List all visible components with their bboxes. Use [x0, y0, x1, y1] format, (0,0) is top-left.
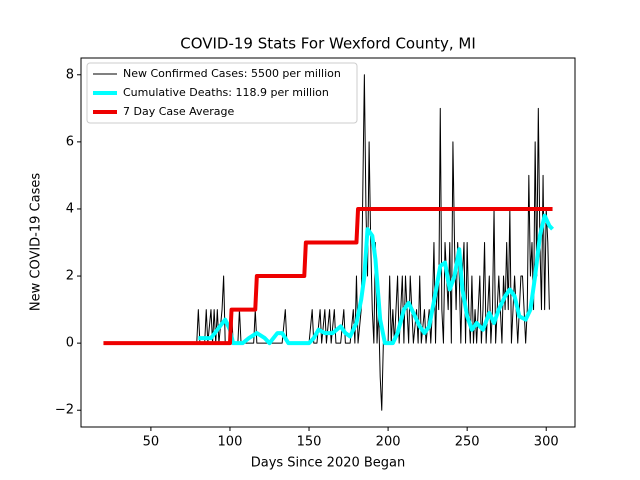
x-axis-label: Days Since 2020 Began	[251, 456, 406, 471]
y-tick-label: −2	[55, 403, 74, 418]
legend-box	[86, 62, 358, 124]
legend-label: Cumulative Deaths: 118.9 per million	[123, 86, 329, 99]
x-tick-label: 300	[534, 435, 559, 450]
plot-frame	[80, 57, 576, 428]
legend-label: New Confirmed Cases: 5500 per million	[123, 67, 341, 80]
y-axis-label: New COVID-19 Cases	[29, 173, 44, 311]
y-tick-label: 2	[66, 269, 74, 284]
x-tick-label: 100	[218, 435, 243, 450]
series-line	[198, 213, 555, 346]
legend-label: 7 Day Case Average	[123, 105, 235, 118]
y-tick-label: 8	[66, 67, 74, 82]
x-tick-label: 150	[297, 435, 322, 450]
y-tick-label: 0	[66, 336, 74, 351]
y-tick-label: 4	[66, 201, 74, 216]
series-line	[196, 74, 550, 411]
series-line	[103, 206, 553, 346]
chart-title: COVID-19 Stats For Wexford County, MI	[180, 35, 476, 53]
x-tick-label: 250	[455, 435, 480, 450]
y-tick-label: 6	[66, 134, 74, 149]
x-tick-label: 50	[143, 435, 160, 450]
x-tick-label: 200	[376, 435, 401, 450]
